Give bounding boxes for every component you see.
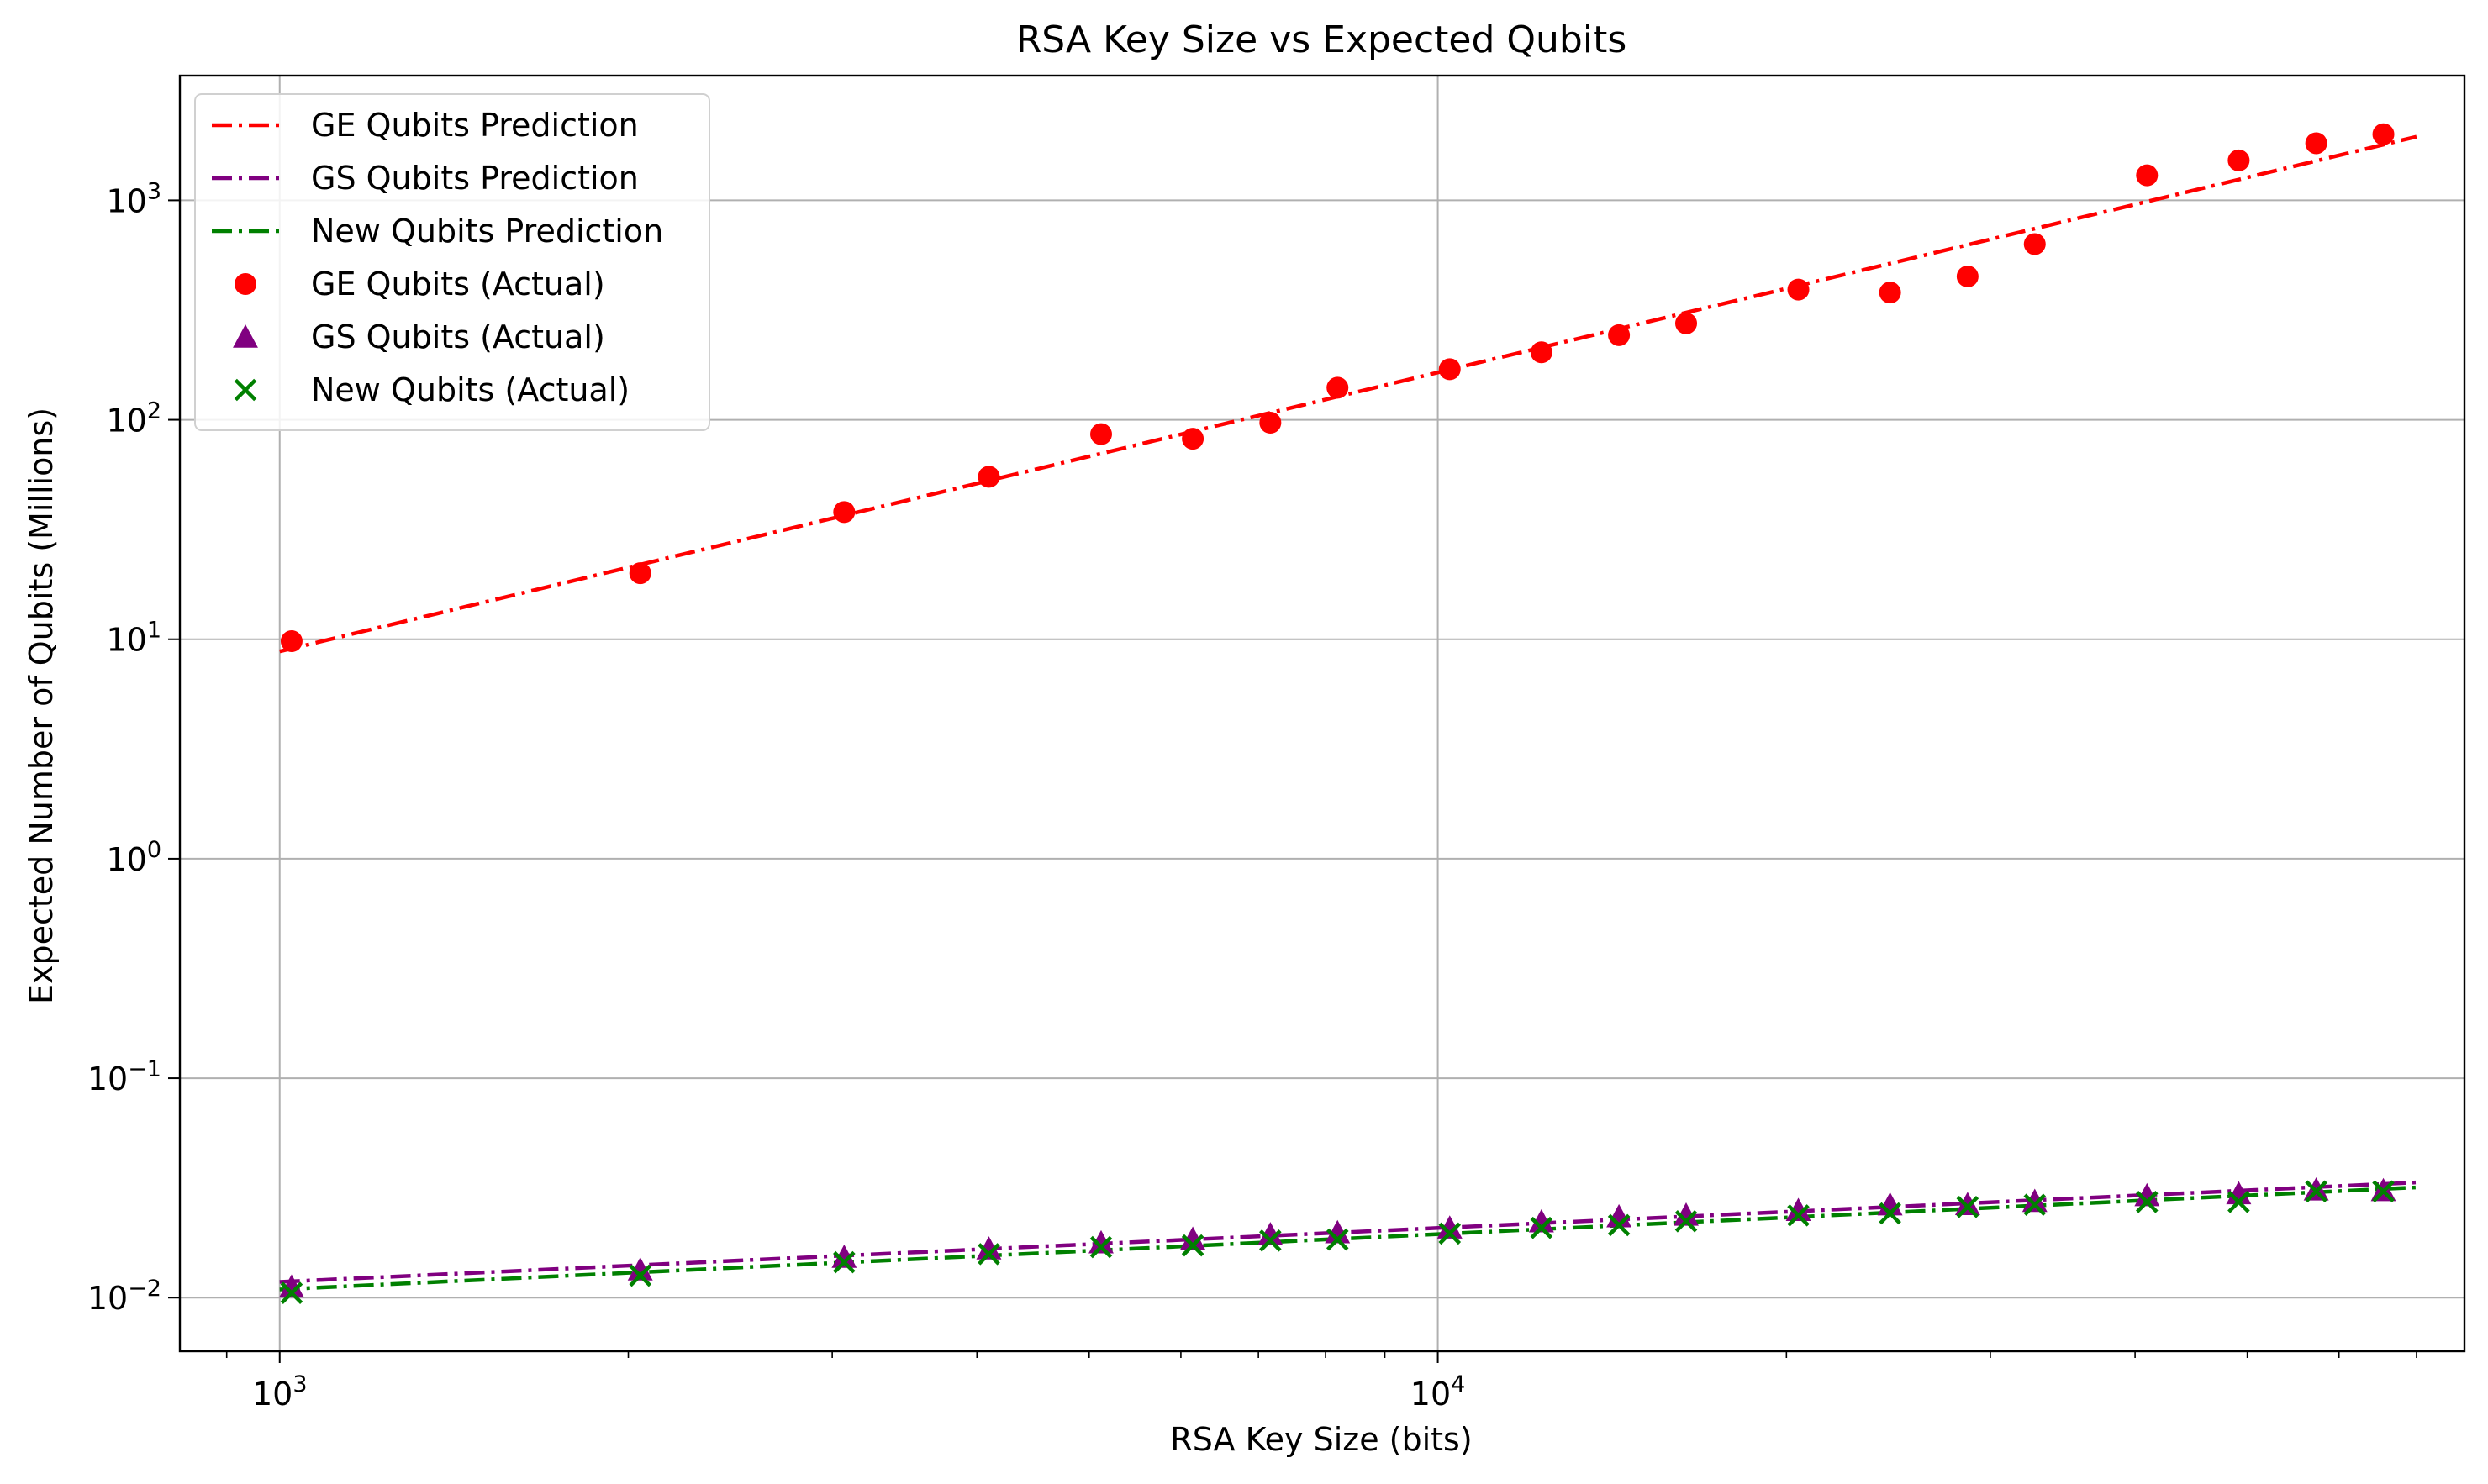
plot-frame	[178, 74, 2466, 1353]
data-point	[629, 1264, 651, 1287]
data-point	[1325, 1219, 1351, 1244]
data-point	[2305, 132, 2327, 155]
data-point	[1259, 412, 1282, 434]
data-point	[2023, 1193, 2047, 1216]
data-point	[1879, 1202, 1901, 1225]
data-point	[978, 1243, 1000, 1266]
data-point	[1530, 1216, 1553, 1239]
legend-label: GE Qubits (Actual)	[311, 266, 605, 303]
x-axis-label: RSA Key Size (bits)	[1170, 1421, 1472, 1458]
data-point	[2136, 164, 2159, 187]
data-point	[280, 630, 303, 653]
data-points	[278, 123, 2396, 1305]
data-point	[1180, 1226, 1206, 1250]
y-tick-label: 10−2	[87, 1276, 161, 1317]
data-point	[627, 1257, 653, 1281]
legend-marker	[235, 273, 256, 295]
data-point	[2372, 1180, 2395, 1203]
data-point	[1326, 1228, 1349, 1251]
data-point	[1528, 1208, 1554, 1233]
data-point	[1438, 358, 1461, 381]
data-point	[2022, 1188, 2048, 1213]
data-point	[976, 1236, 1002, 1260]
data-point	[280, 1281, 303, 1305]
data-point	[1088, 1229, 1114, 1254]
data-point	[1438, 1222, 1462, 1245]
chart-title: RSA Key Size vs Expected Qubits	[1016, 18, 1627, 61]
data-point	[2134, 1182, 2160, 1207]
x-tick-label: 103	[252, 1371, 308, 1413]
data-point	[833, 501, 856, 524]
data-point	[1182, 428, 1204, 450]
legend-box	[194, 93, 710, 431]
data-point	[978, 466, 1000, 488]
data-point	[1787, 278, 1810, 301]
data-point	[1675, 312, 1698, 334]
data-point	[2226, 1181, 2252, 1205]
data-point	[833, 1250, 856, 1274]
x-tick-label: 104	[1410, 1371, 1466, 1413]
data-point	[831, 1245, 857, 1268]
y-axis-label: Expected Number of Qubits (Millions)	[23, 408, 60, 1004]
legend-label: GE Qubits Prediction	[311, 107, 639, 144]
data-point	[1326, 376, 1349, 399]
data-point	[1530, 341, 1552, 364]
legend-label: GS Qubits Prediction	[311, 160, 639, 197]
data-point	[2372, 123, 2395, 145]
y-tick-label: 100	[106, 837, 161, 878]
y-axis-ticks: 10−2 10−1 100 101 102 103	[87, 178, 180, 1317]
x-axis-ticks: 103 104	[225, 1351, 2417, 1413]
prediction-lines	[279, 134, 2417, 1292]
data-point	[2136, 1191, 2159, 1213]
data-point	[2227, 1191, 2250, 1213]
data-point	[1607, 1213, 1631, 1237]
data-point	[1181, 1234, 1204, 1257]
prediction-line	[279, 1185, 2417, 1292]
data-point	[1674, 1202, 1699, 1226]
prediction-line	[279, 1180, 2417, 1284]
y-tick-label: 10−1	[87, 1056, 161, 1097]
data-point	[1956, 1196, 1979, 1218]
legend: GE Qubits Prediction GS Qubits Prediction…	[194, 93, 710, 431]
data-point	[2227, 149, 2250, 171]
data-point	[1608, 324, 1631, 346]
legend-marker	[233, 324, 258, 348]
data-point	[629, 562, 651, 585]
legend-label: GS Qubits (Actual)	[311, 318, 605, 355]
y-tick-label: 101	[106, 618, 161, 659]
data-point	[1674, 1209, 1698, 1233]
data-point	[1436, 1215, 1463, 1239]
data-point	[1879, 282, 1901, 304]
legend-label: New Qubits (Actual)	[311, 371, 630, 408]
data-point	[1785, 1197, 1811, 1222]
data-point	[1259, 1229, 1282, 1252]
data-point	[1954, 1192, 1980, 1215]
legend-marker	[234, 378, 257, 402]
data-point	[2023, 233, 2046, 255]
prediction-line	[279, 134, 2417, 654]
data-point	[1956, 265, 1979, 287]
data-point	[1089, 423, 1112, 445]
data-point	[278, 1274, 304, 1298]
y-tick-label: 102	[106, 398, 161, 439]
y-tick-label: 103	[106, 178, 161, 219]
data-point	[1787, 1204, 1810, 1227]
legend-label: New Qubits Prediction	[311, 213, 663, 250]
data-point	[1089, 1235, 1113, 1259]
data-point	[1257, 1222, 1284, 1245]
data-point	[2305, 1180, 2327, 1203]
